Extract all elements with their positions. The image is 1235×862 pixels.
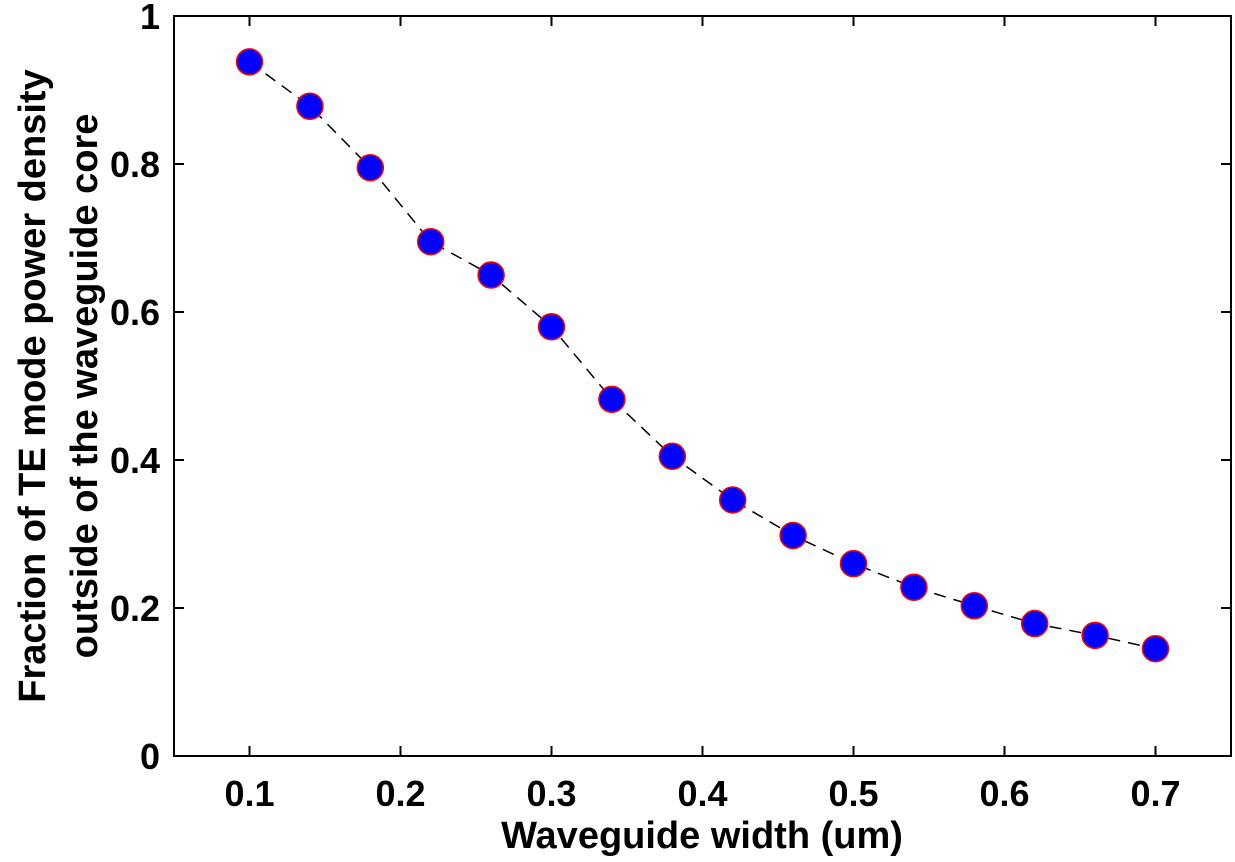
data-point-marker xyxy=(235,48,264,76)
y-tick-label: 0 xyxy=(140,736,160,777)
y-tick-label: 0.4 xyxy=(110,440,160,481)
y-axis-title-line-2: outside of the waveguide core xyxy=(64,114,106,659)
x-tick-label: 0.6 xyxy=(979,773,1029,814)
data-point-marker xyxy=(1081,621,1109,650)
data-point-marker xyxy=(356,153,385,182)
data-point-marker xyxy=(960,592,989,620)
data-point-marker xyxy=(779,521,807,550)
data-point-marker xyxy=(718,486,747,514)
y-axis-title-line-1: Fraction of TE mode power density xyxy=(12,69,54,702)
x-tick-labels: 0.1 0.2 0.3 0.4 0.5 0.6 0.7 xyxy=(224,773,1180,814)
data-point-marker xyxy=(839,549,868,578)
data-point-marker xyxy=(296,92,324,121)
series-layer xyxy=(235,48,1170,663)
y-tick-label: 0.6 xyxy=(110,292,160,333)
tick-marks xyxy=(174,15,1231,757)
data-point-marker xyxy=(1141,634,1170,663)
y-tick-label: 1 xyxy=(140,0,160,37)
data-point-marker xyxy=(537,313,566,341)
data-point-marker xyxy=(1020,609,1049,638)
y-tick-label: 0.8 xyxy=(110,144,160,185)
x-tick-label: 0.2 xyxy=(375,773,425,814)
x-axis-title: Waveguide width (um) xyxy=(501,815,903,857)
data-point-marker xyxy=(658,442,687,471)
data-point-marker xyxy=(477,261,505,289)
data-point-marker xyxy=(416,227,445,256)
x-tick-label: 0.3 xyxy=(526,773,576,814)
x-tick-label: 0.1 xyxy=(224,773,274,814)
plot-frame xyxy=(173,15,1232,757)
x-tick-label: 0.4 xyxy=(677,773,727,814)
data-point-marker xyxy=(900,573,928,602)
y-tick-labels: 0 0.2 0.4 0.6 0.8 1 xyxy=(110,0,160,777)
series-line xyxy=(249,61,1156,650)
x-tick-label: 0.7 xyxy=(1130,773,1180,814)
x-tick-label: 0.5 xyxy=(828,773,878,814)
y-tick-label: 0.2 xyxy=(110,588,160,629)
data-point-marker xyxy=(598,385,626,414)
